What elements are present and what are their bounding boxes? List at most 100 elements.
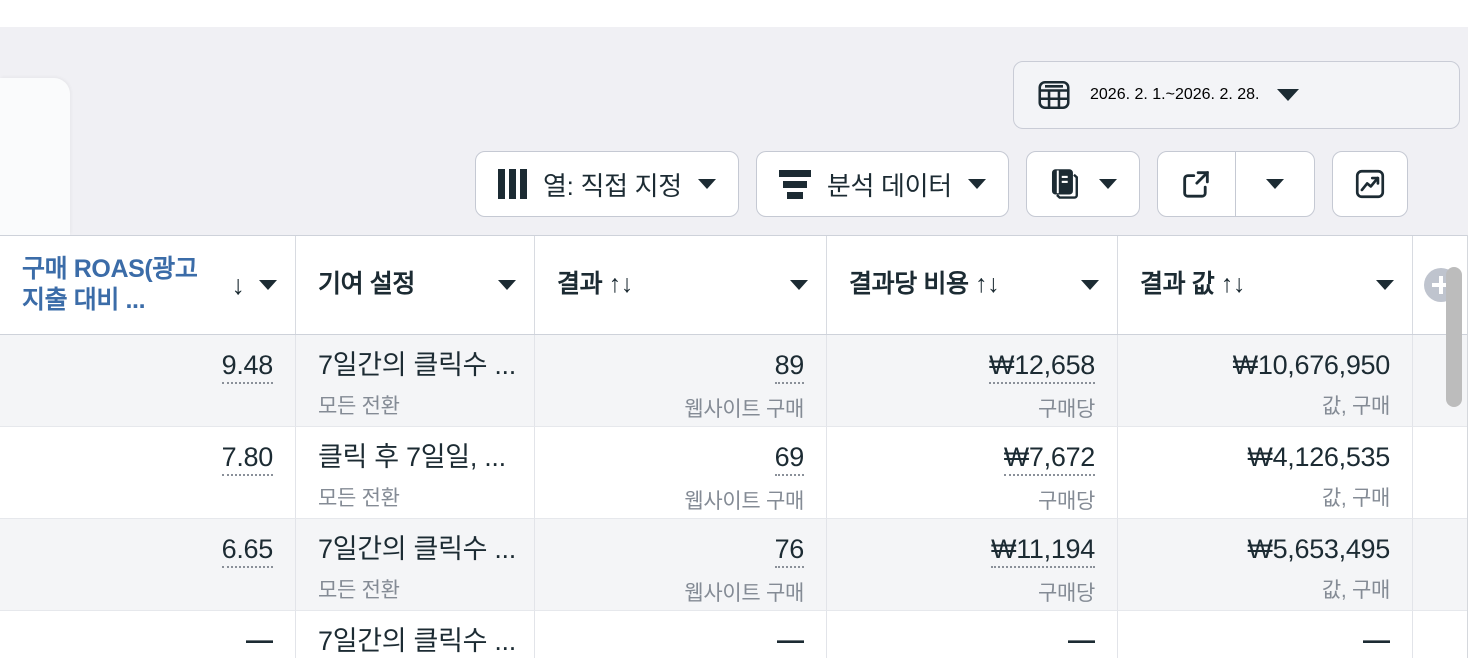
cell-results-sub: 웹사이트 구매 — [684, 582, 804, 606]
chevron-down-icon[interactable] — [1098, 179, 1117, 189]
cell-attribution-value: 7일간의 클릭수 ... — [318, 534, 516, 564]
columns-button-label: 열: 직접 지정 — [543, 170, 682, 201]
cell-results-value[interactable]: 69 — [774, 441, 804, 477]
cell-attribution-value: 클릭 후 7일일, ... — [318, 442, 506, 472]
column-header-result-value-label: 결과 값 ↑↓ — [1140, 270, 1246, 299]
cell-attribution-sub: 모든 전환 — [318, 579, 400, 603]
export-options-button[interactable] — [1236, 152, 1314, 216]
reports-icon — [1049, 167, 1083, 201]
cell-result-value-sub: 값, 구매 — [1321, 579, 1390, 603]
calendar-icon — [1036, 77, 1072, 113]
cell-attribution-sub: 모든 전환 — [318, 395, 400, 419]
table-row[interactable]: 6.65 7일간의 클릭수 ... 모든 전환 76 웹사이트 구매 ₩11,1… — [0, 519, 1468, 611]
cell-spacer — [1413, 335, 1468, 427]
chevron-down-icon[interactable] — [498, 280, 516, 290]
cell-result-value-value: ₩4,126,535 — [1247, 442, 1390, 472]
column-header-results[interactable]: 결과 ↑↓ — [535, 236, 827, 334]
reports-button[interactable] — [1025, 151, 1140, 217]
column-header-roas-label: 구매 ROAS(광고 지출 대비 ... — [22, 254, 198, 314]
column-header-attribution[interactable]: 기여 설정 — [296, 236, 535, 334]
column-header-roas[interactable]: 구매 ROAS(광고 지출 대비 ... ↓ — [0, 236, 296, 334]
cell-results: 76 웹사이트 구매 — [535, 519, 827, 611]
chevron-down-icon[interactable] — [967, 179, 986, 189]
cell-attribution-value: 7일간의 클릭수 ... — [318, 350, 516, 380]
column-header-cost-per-result-label: 결과당 비용 ↑↓ — [849, 270, 1000, 299]
chart-button[interactable] — [1331, 151, 1408, 217]
cell-attribution: 7일간의 클릭수 ... 모든 전환 — [296, 335, 535, 427]
cell-roas-value[interactable]: 9.48 — [221, 349, 273, 385]
chevron-down-icon[interactable] — [259, 280, 277, 290]
cell-cost-per-result-sub: 구매당 — [1037, 398, 1095, 422]
chevron-down-icon[interactable] — [790, 280, 808, 290]
data-table: 구매 ROAS(광고 지출 대비 ... ↓ 기여 설정 결과 ↑↓ 결과당 비… — [0, 235, 1468, 658]
breakdown-button[interactable]: 분석 데이터 — [755, 151, 1009, 217]
cell-results-value: — — [777, 625, 804, 655]
cell-cost-per-result: — — [827, 611, 1118, 658]
column-header-cost-per-result[interactable]: 결과당 비용 ↑↓ — [827, 236, 1118, 334]
cell-cost-per-result: ₩7,672 구매당 — [827, 427, 1118, 519]
cell-cost-per-result-sub: 구매당 — [1037, 490, 1095, 514]
cell-attribution-value: 7일간의 클릭수 ... — [318, 626, 516, 656]
cell-spacer — [1413, 611, 1468, 658]
cell-roas-value[interactable]: 7.80 — [221, 441, 273, 477]
table-row[interactable]: 9.48 7일간의 클릭수 ... 모든 전환 89 웹사이트 구매 ₩12,6… — [0, 335, 1468, 427]
trend-chart-icon — [1353, 167, 1387, 201]
cell-results: 89 웹사이트 구매 — [535, 335, 827, 427]
cell-roas: 7.80 — [0, 427, 296, 519]
chevron-down-icon[interactable] — [1277, 89, 1300, 101]
column-header-attribution-label: 기여 설정 — [318, 270, 415, 299]
cell-spacer — [1413, 519, 1468, 611]
cell-result-value: ₩5,653,495 값, 구매 — [1118, 519, 1413, 611]
cell-roas-value: — — [246, 625, 273, 655]
chevron-down-icon[interactable] — [697, 179, 716, 189]
chevron-down-icon[interactable] — [1265, 179, 1284, 189]
column-header-result-value[interactable]: 결과 값 ↑↓ — [1118, 236, 1413, 334]
cell-result-value-value: — — [1363, 625, 1390, 655]
cell-results-value[interactable]: 76 — [774, 533, 804, 569]
table-row[interactable]: — 7일간의 클릭수 ... — — — — [0, 611, 1468, 658]
columns-icon — [498, 169, 527, 199]
cell-attribution-sub: 모든 전환 — [318, 487, 400, 511]
table-toolbar: 열: 직접 지정 분석 데이터 — [475, 151, 1408, 217]
cell-result-value-value: ₩10,676,950 — [1232, 350, 1391, 380]
bars-icon — [778, 169, 811, 199]
export-button[interactable] — [1158, 152, 1236, 216]
cell-results-sub: 웹사이트 구매 — [684, 398, 804, 422]
cell-result-value: — — [1118, 611, 1413, 658]
cell-results: — — [535, 611, 827, 658]
columns-button[interactable]: 열: 직접 지정 — [475, 151, 739, 217]
cell-roas-value[interactable]: 6.65 — [221, 533, 273, 569]
cell-results: 69 웹사이트 구매 — [535, 427, 827, 519]
cell-result-value: ₩10,676,950 값, 구매 — [1118, 335, 1413, 427]
cell-spacer — [1413, 427, 1468, 519]
date-range-picker[interactable]: 2026. 2. 1.~2026. 2. 28. — [1013, 61, 1460, 129]
sort-descending-icon[interactable]: ↓ — [231, 269, 246, 300]
cell-result-value-value: ₩5,653,495 — [1247, 534, 1390, 564]
table-body: 9.48 7일간의 클릭수 ... 모든 전환 89 웹사이트 구매 ₩12,6… — [0, 335, 1468, 658]
cell-cost-per-result-value[interactable]: ₩7,672 — [1003, 441, 1095, 477]
vertical-scrollbar-thumb[interactable] — [1446, 267, 1462, 407]
cell-cost-per-result-value[interactable]: ₩11,194 — [991, 533, 1095, 569]
cell-cost-per-result: ₩12,658 구매당 — [827, 335, 1118, 427]
chevron-down-icon[interactable] — [1376, 280, 1394, 290]
cell-results-sub: 웹사이트 구매 — [684, 490, 804, 514]
cell-roas: 6.65 — [0, 519, 296, 611]
column-header-results-label: 결과 ↑↓ — [557, 270, 633, 299]
cell-results-value[interactable]: 89 — [774, 349, 804, 385]
cell-attribution: 7일간의 클릭수 ... — [296, 611, 535, 658]
window-top-strip — [0, 0, 1468, 27]
cell-result-value-sub: 값, 구매 — [1321, 395, 1390, 419]
table-header-row: 구매 ROAS(광고 지출 대비 ... ↓ 기여 설정 결과 ↑↓ 결과당 비… — [0, 235, 1468, 335]
breakdown-button-label: 분석 데이터 — [826, 170, 952, 201]
export-split-button[interactable] — [1156, 151, 1315, 217]
cell-attribution: 7일간의 클릭수 ... 모든 전환 — [296, 519, 535, 611]
chevron-down-icon[interactable] — [1081, 280, 1099, 290]
panel-tab-card[interactable] — [0, 78, 70, 235]
cell-cost-per-result-value[interactable]: ₩12,658 — [989, 349, 1095, 385]
cell-roas: — — [0, 611, 296, 658]
date-range-label: 2026. 2. 1.~2026. 2. 28. — [1090, 86, 1260, 103]
cell-roas: 9.48 — [0, 335, 296, 427]
table-row[interactable]: 7.80 클릭 후 7일일, ... 모든 전환 69 웹사이트 구매 ₩7,6… — [0, 427, 1468, 519]
cell-cost-per-result: ₩11,194 구매당 — [827, 519, 1118, 611]
